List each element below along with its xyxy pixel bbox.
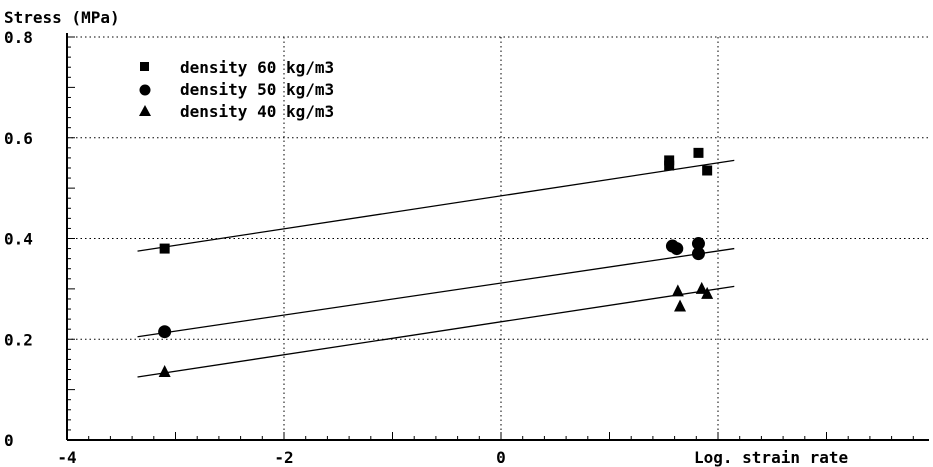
fit-line-1 [137,247,735,338]
data-point-circle [158,325,172,339]
data-point-circle [670,242,684,256]
x-tick-label: 0 [496,448,506,467]
x-tick-label: -4 [57,448,76,467]
data-point-square [664,155,675,166]
data-point-triangle [671,284,684,297]
data-point-triangle [158,364,171,377]
data-point-square [702,165,713,176]
x-tick-label: -2 [274,448,293,467]
legend-marker-triangle [139,105,151,116]
y-tick-label: 0 [4,431,14,450]
data-point-triangle [701,286,714,299]
data-point-square [159,243,170,254]
data-point-triangle [674,299,687,312]
legend: density 60 kg/m3 density 50 kg/m3 densit… [139,58,334,121]
y-tick-label: 0.6 [4,129,33,148]
legend-label-density-40: density 40 kg/m3 [180,102,334,121]
data-points [158,147,714,377]
data-point-circle [691,237,705,251]
fit-line-0 [137,159,735,252]
legend-label-density-50: density 50 kg/m3 [180,80,334,99]
y-tick-label: 0.2 [4,330,33,349]
data-point-square [664,160,675,171]
y-tick-label: 0.8 [4,28,33,47]
axes [66,33,929,441]
y-axis-title: Stress (MPa) [4,8,120,27]
fit-lines [137,159,735,378]
legend-label-density-60: density 60 kg/m3 [180,58,334,77]
data-point-circle [691,247,705,261]
legend-marker-circle [139,84,151,96]
data-point-triangle [695,281,708,294]
fit-line-2 [137,285,735,378]
x-axis-title: Log. strain rate [694,448,848,467]
legend-marker-square [140,62,149,71]
tick-labels: 0 0.2 0.4 0.6 0.8 -4 -2 0 [4,28,506,467]
data-point-square [693,147,704,158]
y-tick-label: 0.4 [4,230,33,249]
